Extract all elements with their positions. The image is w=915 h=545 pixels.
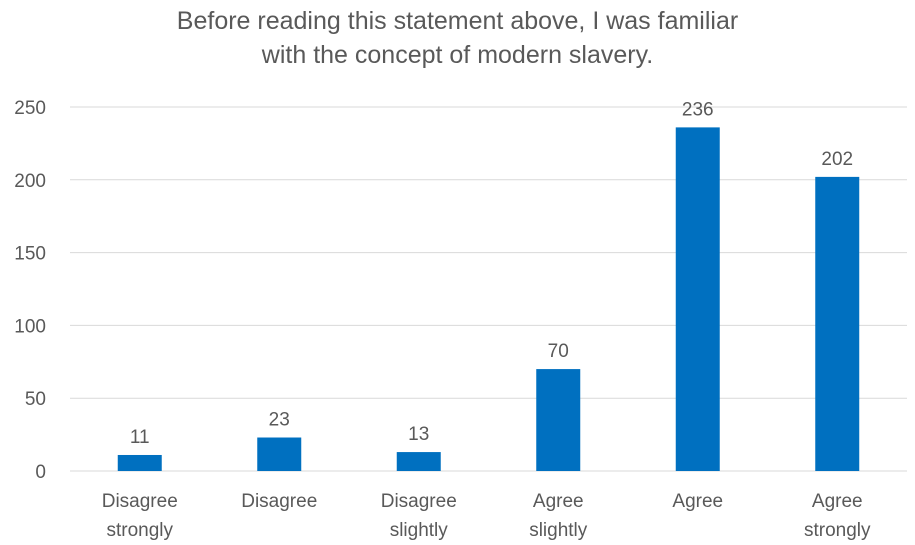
y-tick-label: 50 (25, 389, 46, 410)
x-category-label: Agree (672, 491, 723, 512)
data-label: 202 (821, 149, 853, 170)
chart-title: Before reading this statement above, I w… (0, 4, 915, 72)
bar (396, 452, 441, 471)
y-tick-label: 100 (14, 316, 46, 337)
chart-title-line-2: with the concept of modern slavery. (261, 41, 654, 69)
y-axis-tick-labels: 0 50 100 150 200 250 (14, 98, 46, 483)
x-category-label: Disagree slightly (381, 491, 457, 541)
gridlines (70, 106, 907, 472)
y-tick-label: 150 (14, 244, 46, 265)
y-tick-label: 250 (14, 98, 46, 119)
data-label: 11 (130, 427, 150, 448)
x-axis-category-labels: Disagree strongly Disagree Disagree slightly… (102, 491, 871, 541)
bar (117, 454, 162, 471)
x-category-label: Agree strongly (804, 491, 871, 541)
bar (675, 127, 720, 471)
data-label: 23 (269, 410, 290, 431)
y-tick-label: 0 (35, 462, 46, 483)
bar (536, 369, 581, 471)
y-tick-label: 200 (14, 171, 46, 192)
bars (117, 127, 860, 471)
data-labels: 11 23 13 70 236 202 (130, 99, 853, 448)
data-label: 70 (548, 341, 569, 362)
data-label: 13 (408, 424, 429, 445)
x-category-label: Disagree (241, 491, 317, 512)
data-label: 236 (682, 99, 714, 120)
x-category-label: Disagree strongly (102, 491, 178, 541)
x-category-label: Agree slightly (529, 491, 588, 541)
bar (815, 176, 860, 471)
chart-title-line-1: Before reading this statement above, I w… (176, 7, 739, 35)
bar (257, 437, 302, 471)
